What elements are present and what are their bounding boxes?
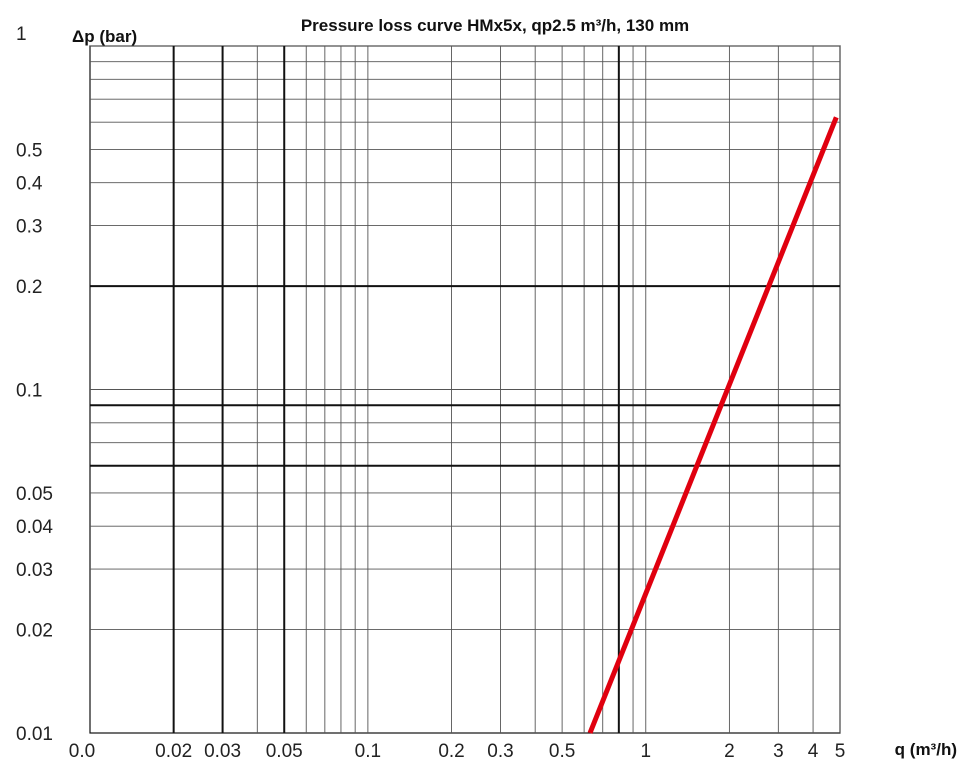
x-tick-label: 0.5 (549, 741, 575, 762)
y-tick-label: 1 (16, 24, 27, 45)
y-tick-label: 0.2 (16, 277, 42, 298)
x-tick-label: 0.3 (487, 741, 513, 762)
x-tick-label: 3 (773, 741, 784, 762)
x-axis-title: q (m³/h) (895, 740, 957, 759)
y-tick-label: 0.05 (16, 484, 53, 505)
x-tick-label: 0.2 (438, 741, 464, 762)
y-tick-label: 0.03 (16, 560, 53, 581)
y-tick-label: 0.3 (16, 217, 42, 238)
x-tick-labels: 0.0 0.02 0.03 0.05 0.1 0.2 0.3 0.5 1 2 3 4 5 (69, 741, 846, 762)
x-tick-label: 4 (808, 741, 819, 762)
y-tick-label: 0.1 (16, 381, 42, 402)
y-tick-label: 0.04 (16, 517, 53, 538)
y-tick-label: 0.01 (16, 724, 53, 745)
grid-lines (89, 45, 841, 734)
y-tick-labels: 1 0.5 0.4 0.3 0.2 0.1 0.05 0.04 0.03 0.02 0.01 (16, 24, 53, 745)
x-tick-label: 0.0 (69, 741, 95, 762)
x-tick-label: 1 (640, 741, 651, 762)
y-tick-label: 0.02 (16, 621, 53, 642)
chart-title: Pressure loss curve HMx5x, qp2.5 m³/h, 1… (301, 16, 689, 35)
y-tick-label: 0.4 (16, 174, 43, 195)
x-tick-label: 2 (724, 741, 735, 762)
y-axis-title: Δp (bar) (72, 27, 137, 46)
x-tick-label: 5 (835, 741, 846, 762)
data-series (587, 116, 839, 734)
x-tick-label: 0.03 (204, 741, 241, 762)
x-tick-label: 0.02 (155, 741, 192, 762)
y-tick-label: 0.5 (16, 140, 42, 161)
x-tick-label: 0.05 (266, 741, 303, 762)
series-line (587, 116, 839, 734)
x-tick-label: 0.1 (355, 741, 381, 762)
